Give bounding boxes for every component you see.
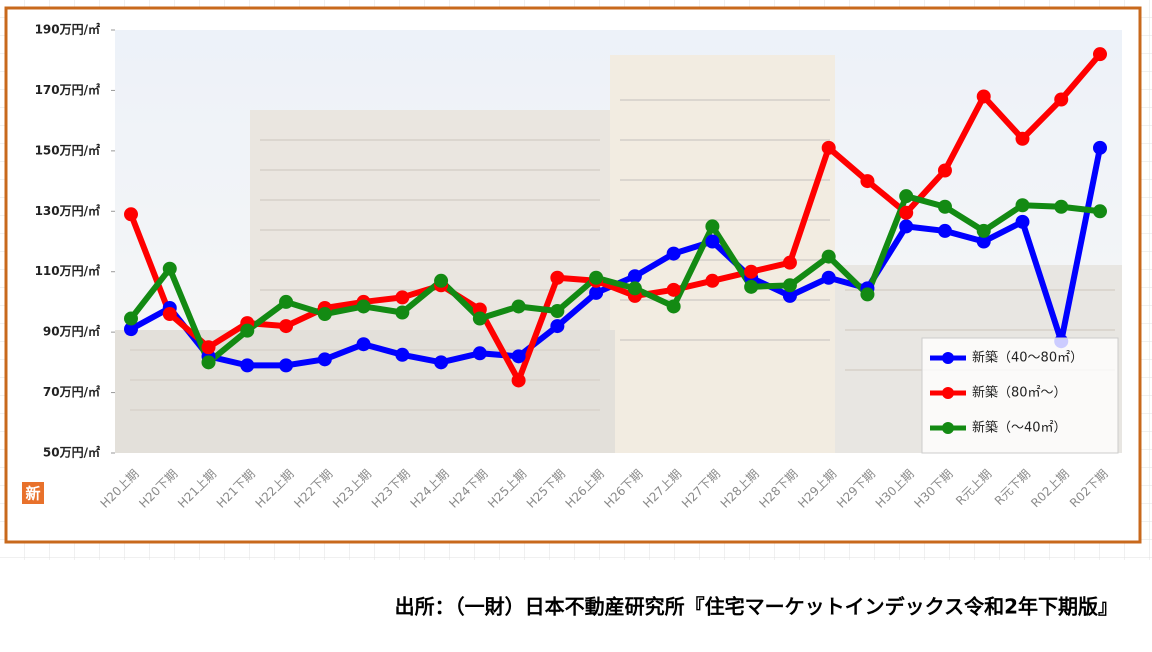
point-marker bbox=[937, 199, 952, 214]
point-marker bbox=[589, 270, 604, 285]
point-marker bbox=[240, 358, 255, 373]
point-marker bbox=[550, 319, 565, 334]
point-marker bbox=[124, 207, 138, 222]
y-tick-label: 90万円/㎡ bbox=[43, 324, 100, 339]
point-marker bbox=[279, 294, 294, 309]
point-marker bbox=[705, 234, 720, 249]
point-marker bbox=[627, 269, 642, 284]
point-marker bbox=[821, 270, 836, 285]
point-marker bbox=[240, 323, 255, 338]
point-marker bbox=[162, 307, 177, 322]
point-marker bbox=[705, 273, 720, 288]
point-marker bbox=[395, 290, 410, 305]
badge: 新 bbox=[25, 485, 40, 503]
point-marker bbox=[937, 163, 952, 178]
point-marker bbox=[860, 287, 875, 302]
point-marker bbox=[666, 246, 681, 261]
point-marker bbox=[627, 281, 642, 296]
point-marker bbox=[201, 355, 216, 370]
point-marker bbox=[356, 337, 371, 352]
point-marker bbox=[395, 305, 410, 320]
point-marker bbox=[279, 319, 294, 334]
point-marker bbox=[782, 288, 797, 303]
series-line bbox=[128, 52, 1103, 384]
point-marker bbox=[550, 270, 565, 285]
legend-label: 新築（40～80㎡） bbox=[972, 350, 1083, 366]
point-marker bbox=[472, 311, 487, 326]
point-marker bbox=[821, 140, 836, 155]
y-tick-label: 70万円/㎡ bbox=[43, 384, 100, 399]
point-marker bbox=[976, 223, 991, 238]
legend-marker bbox=[942, 422, 954, 434]
badge-bg bbox=[22, 482, 44, 504]
point-marker bbox=[744, 264, 759, 279]
y-tick-label: 110万円/㎡ bbox=[35, 263, 100, 278]
point-marker bbox=[550, 303, 565, 318]
source-note: 出所：（一財）日本不動産研究所『住宅マーケットインデックス令和2年下期版』 bbox=[395, 595, 1118, 619]
point-marker bbox=[1093, 47, 1107, 62]
point-marker bbox=[356, 299, 371, 314]
point-marker bbox=[124, 311, 138, 326]
point-marker bbox=[705, 219, 720, 234]
point-marker bbox=[782, 255, 797, 270]
footer-bg bbox=[0, 560, 1152, 648]
point-marker bbox=[1054, 92, 1069, 107]
y-tick-label: 190万円/㎡ bbox=[35, 22, 100, 37]
point-marker bbox=[511, 349, 526, 364]
point-marker bbox=[976, 234, 991, 249]
point-marker bbox=[744, 279, 759, 294]
point-marker bbox=[124, 322, 138, 337]
point-marker bbox=[511, 299, 526, 314]
point-marker bbox=[1015, 131, 1030, 146]
point-marker bbox=[201, 340, 216, 355]
point-marker bbox=[317, 307, 332, 322]
point-marker bbox=[1093, 140, 1107, 155]
y-tick-label: 50万円/㎡ bbox=[43, 445, 100, 460]
point-marker bbox=[162, 261, 177, 276]
point-marker bbox=[937, 223, 952, 238]
point-marker bbox=[666, 299, 681, 314]
point-marker bbox=[976, 89, 991, 104]
point-marker bbox=[899, 219, 914, 234]
point-marker bbox=[1015, 198, 1030, 213]
point-marker bbox=[1054, 199, 1069, 214]
point-marker bbox=[860, 174, 875, 189]
point-marker bbox=[899, 189, 914, 204]
point-marker bbox=[589, 285, 604, 300]
legend-label: 新築（～40㎡） bbox=[972, 420, 1067, 436]
legend-label: 新築（80㎡～） bbox=[972, 385, 1067, 401]
y-tick-label: 170万円/㎡ bbox=[35, 82, 100, 97]
point-marker bbox=[821, 249, 836, 264]
point-marker bbox=[317, 352, 332, 367]
legend-marker bbox=[942, 352, 954, 364]
point-marker bbox=[782, 278, 797, 293]
point-marker bbox=[434, 355, 449, 370]
point-marker bbox=[434, 273, 449, 288]
point-marker bbox=[899, 205, 914, 220]
legend-marker bbox=[942, 387, 954, 399]
point-marker bbox=[1015, 214, 1030, 229]
point-marker bbox=[279, 358, 294, 373]
point-marker bbox=[1093, 204, 1107, 219]
point-marker bbox=[395, 347, 410, 362]
y-tick-label: 150万円/㎡ bbox=[35, 142, 100, 157]
y-tick-label: 130万円/㎡ bbox=[35, 203, 100, 218]
point-marker bbox=[511, 373, 526, 388]
point-marker bbox=[666, 282, 681, 297]
point-marker bbox=[472, 346, 487, 361]
